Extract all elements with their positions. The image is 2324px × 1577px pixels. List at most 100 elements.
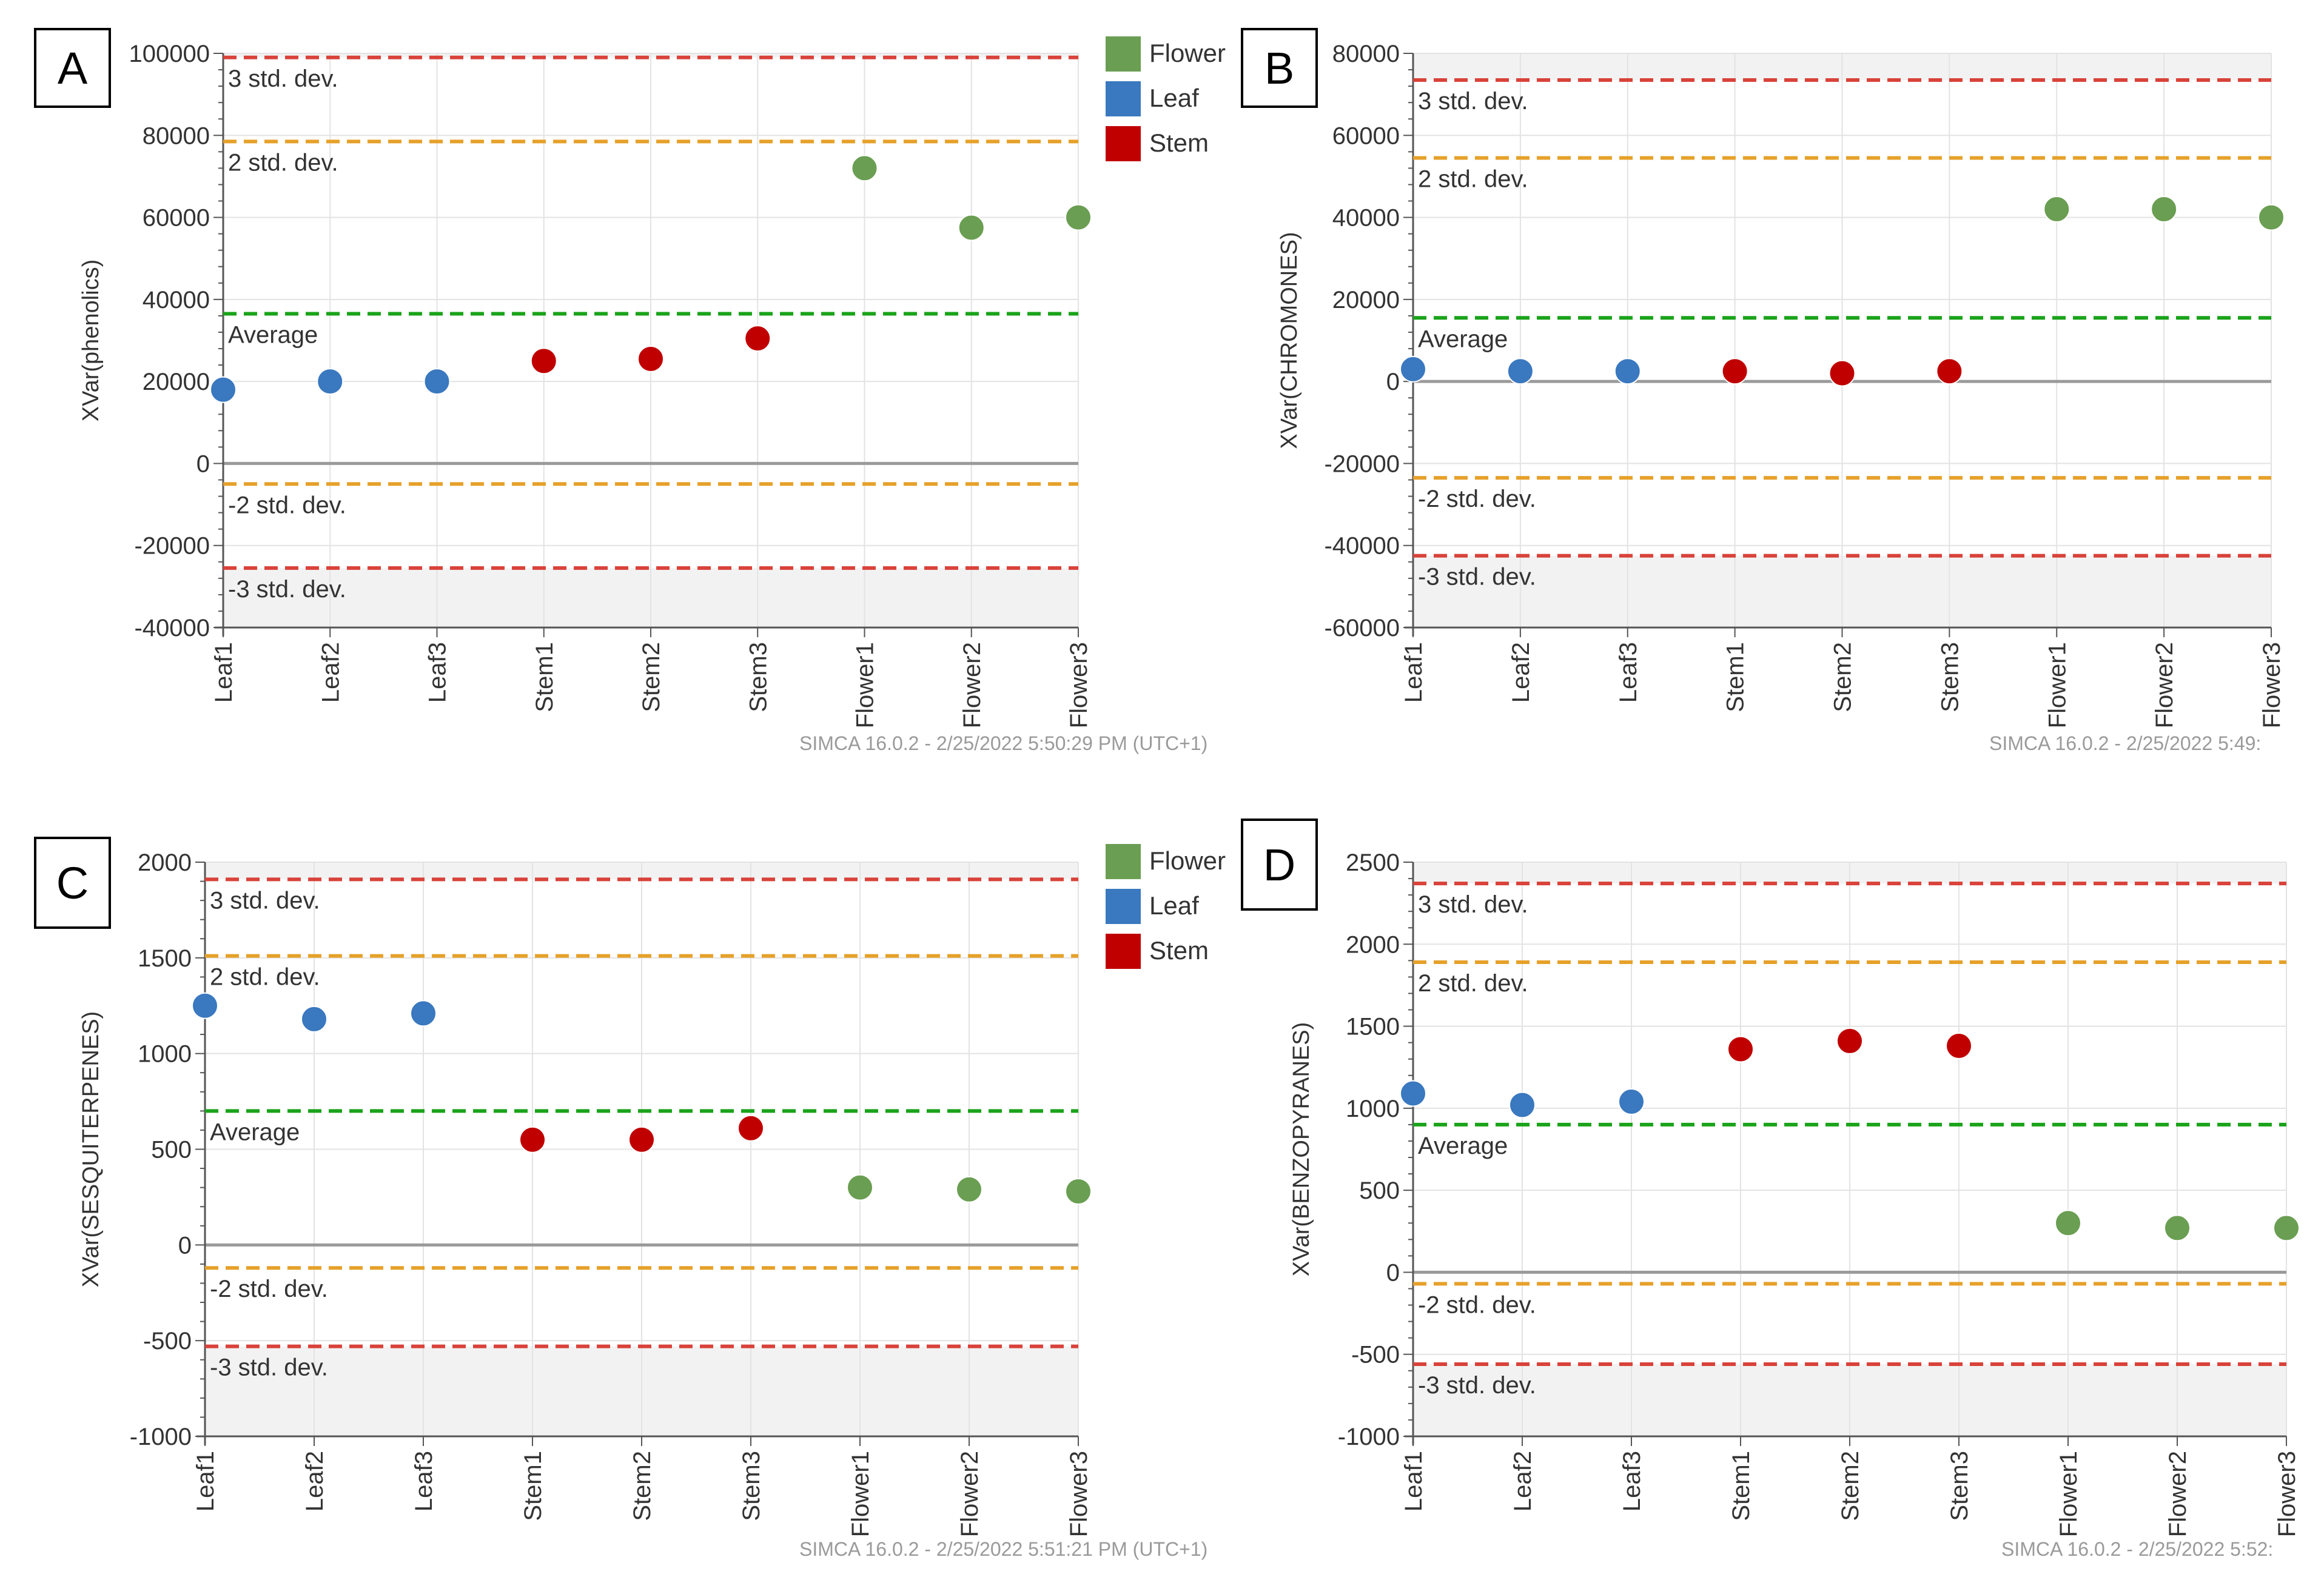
legend: Flower Leaf Stem: [1106, 844, 1226, 969]
data-point: [637, 345, 664, 372]
data-point: [1727, 1036, 1754, 1063]
data-point: [1065, 204, 1092, 231]
x-tick-label: Stem3: [1936, 642, 1963, 712]
data-point: [519, 1126, 546, 1153]
data-point: [737, 1114, 764, 1142]
legend-label: Stem: [1149, 129, 1209, 157]
x-tick-label: Leaf1: [192, 1451, 219, 1512]
data-point: [958, 214, 985, 241]
y-tick-label: 20000: [143, 369, 210, 395]
chart-panel-a: -40000 -20000 0 20000 40000 60000 80000 100000 L…: [34, 28, 1226, 754]
data-point: [2164, 1214, 2191, 1242]
x-tick-label: Leaf3: [411, 1451, 437, 1512]
legend: Flower Leaf Stem: [1106, 36, 1226, 161]
y-tick-label: 2500: [1346, 849, 1400, 876]
ref-line-label: 3 std. dev.: [1418, 88, 1528, 115]
y-tick-label: 500: [151, 1137, 192, 1163]
data-point: [1836, 1027, 1863, 1054]
x-tick-label: Flower2: [2151, 642, 2178, 728]
x-tick-label: Stem1: [1722, 642, 1749, 712]
x-tick-label: Flower1: [852, 642, 879, 728]
legend-swatch-flower: [1106, 36, 1141, 72]
x-tick-label: Stem3: [745, 642, 771, 712]
ref-line-label: 2 std. dev.: [1418, 970, 1528, 997]
x-tick-label: Flower1: [847, 1451, 874, 1537]
x-tick-label: Leaf1: [210, 642, 237, 703]
panel-label: A: [58, 43, 88, 93]
data-point: [1506, 358, 1534, 385]
panel-label: B: [1264, 43, 1294, 93]
chart-panel-d: -1000 -500 0 500 1000 1500 2000 2500 Leaf1 Leaf2 L…: [1241, 819, 2300, 1560]
simca-footer: SIMCA 16.0.2 - 2/25/2022 5:51:21 PM (UTC…: [799, 1538, 1207, 1560]
y-axis-title: XVar(BENZOPYRANES): [1289, 1022, 1314, 1276]
ref-line-label: -3 std. dev.: [1418, 1372, 1536, 1399]
y-tick-label: 100000: [129, 41, 210, 67]
y-tick-label: 0: [1386, 369, 1400, 395]
data-point: [1509, 1091, 1536, 1119]
x-tick-label: Leaf2: [1508, 642, 1534, 703]
data-point: [1618, 1088, 1645, 1116]
data-point: [1936, 358, 1963, 385]
ref-line-label: -3 std. dev.: [228, 576, 346, 603]
y-tick-label: 0: [178, 1232, 192, 1259]
x-tick-label: Stem1: [531, 642, 558, 712]
x-tick-label: Leaf3: [425, 642, 451, 703]
y-tick-label: -40000: [1324, 533, 1400, 560]
legend-swatch-stem: [1106, 126, 1141, 161]
ref-line-label: Average: [210, 1119, 300, 1145]
y-tick-label: 1000: [138, 1041, 192, 1068]
panel-label: D: [1263, 840, 1295, 890]
x-tick-label: Stem3: [738, 1451, 765, 1521]
y-tick-label: 2000: [138, 849, 192, 876]
data-point: [1065, 1177, 1092, 1205]
y-tick-label: 1500: [1346, 1014, 1400, 1040]
data-point: [317, 368, 344, 395]
x-tick-label: Stem2: [629, 1451, 656, 1521]
simca-footer: SIMCA 16.0.2 - 2/25/2022 5:50:29 PM (UTC…: [799, 732, 1207, 754]
panel-label: C: [56, 858, 89, 908]
y-tick-label: 60000: [1332, 122, 1400, 149]
legend-label: Flower: [1149, 846, 1226, 875]
data-point: [2258, 204, 2285, 231]
x-tick-label: Leaf3: [1615, 642, 1642, 703]
data-point: [628, 1126, 655, 1153]
y-tick-label: -20000: [1324, 450, 1400, 477]
legend-label: Flower: [1149, 39, 1226, 67]
y-tick-label: -1000: [1338, 1424, 1400, 1450]
data-point: [2043, 196, 2070, 223]
data-point: [1721, 358, 1748, 385]
x-tick-label: Stem2: [1837, 1451, 1864, 1521]
x-tick-label: Flower2: [956, 1451, 983, 1537]
ref-line-label: 2 std. dev.: [210, 964, 320, 991]
y-axis-title: XVar(phenolics): [78, 259, 104, 422]
ref-line-label: 3 std. dev.: [228, 65, 338, 92]
y-tick-label: 2000: [1346, 931, 1400, 958]
x-tick-label: Leaf1: [1400, 1451, 1427, 1512]
x-tick-label: Leaf1: [1400, 642, 1427, 703]
ref-line-label: 2 std. dev.: [1418, 166, 1528, 192]
y-tick-label: -60000: [1324, 615, 1400, 641]
ref-line-label: -2 std. dev.: [1418, 486, 1536, 512]
data-point: [2151, 196, 2178, 223]
y-axis-title: XVar(CHROMONES): [1277, 232, 1302, 449]
ref-line-label: Average: [228, 322, 318, 349]
legend-label: Stem: [1149, 936, 1209, 965]
x-tick-label: Flower1: [2044, 642, 2070, 728]
y-tick-label: -40000: [134, 615, 210, 641]
panel-label-box: [34, 837, 111, 929]
panel-label-box: [1241, 28, 1318, 108]
x-tick-label: Leaf2: [317, 642, 344, 703]
y-tick-label: -500: [1351, 1342, 1400, 1368]
y-tick-label: -20000: [134, 533, 210, 560]
ref-line-label: -3 std. dev.: [210, 1354, 328, 1381]
data-point: [192, 992, 218, 1019]
legend-swatch-leaf: [1106, 889, 1141, 924]
x-tick-label: Flower3: [1066, 642, 1092, 728]
y-tick-label: 40000: [143, 287, 210, 313]
data-point: [423, 368, 451, 395]
x-tick-label: Stem1: [1728, 1451, 1755, 1521]
legend-swatch-flower: [1106, 844, 1141, 879]
data-point: [1400, 1080, 1426, 1107]
panel-label-box: [34, 28, 111, 108]
x-tick-label: Flower2: [959, 642, 986, 728]
